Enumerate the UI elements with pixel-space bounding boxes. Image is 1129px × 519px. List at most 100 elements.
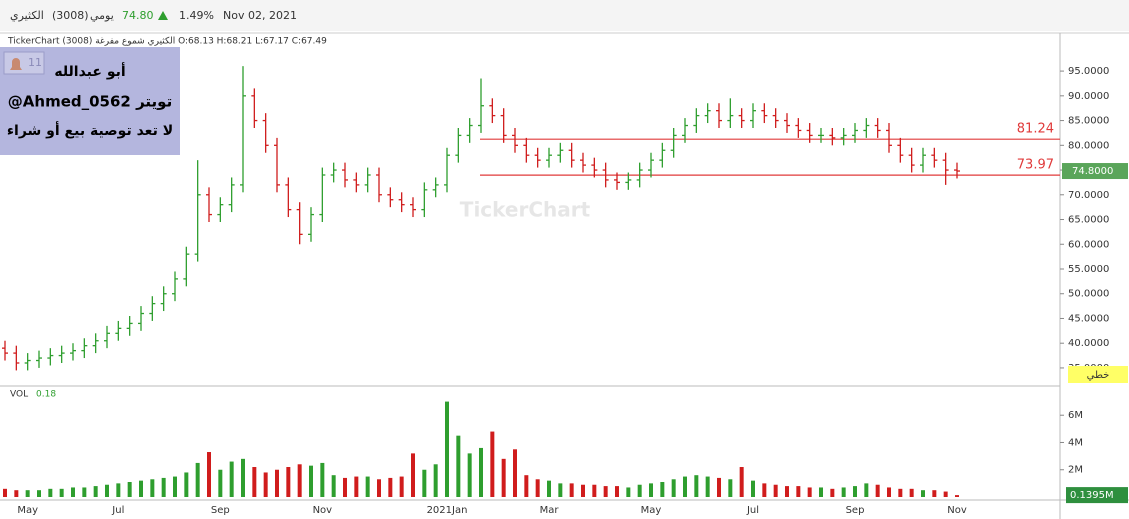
watermark: TickerChart xyxy=(460,198,591,222)
y-tick-label: 45.0000 xyxy=(1068,313,1109,324)
style-box xyxy=(1068,366,1128,383)
volume-tick-label: 4M xyxy=(1068,437,1083,448)
volume-bar xyxy=(513,449,517,497)
x-tick-label: Nov xyxy=(313,505,333,516)
volume-bar xyxy=(433,464,438,497)
volume-bar xyxy=(875,484,880,497)
volume-bar xyxy=(105,484,109,497)
volume-title: VOL xyxy=(10,390,28,400)
volume-bar xyxy=(275,469,279,497)
volume-bar xyxy=(581,484,585,497)
x-tick-label: May xyxy=(17,505,38,516)
volume-bar xyxy=(705,476,710,497)
volume-bar xyxy=(218,469,223,497)
volume-bar xyxy=(898,488,903,497)
volume-bar xyxy=(388,477,393,497)
volume-bar xyxy=(354,476,359,497)
volume-bar xyxy=(241,458,245,497)
volume-bar xyxy=(445,401,449,497)
volume-bar xyxy=(524,475,529,497)
volume-bar xyxy=(501,458,506,497)
volume-bar xyxy=(161,477,166,497)
volume-bar xyxy=(751,480,755,497)
volume-bar xyxy=(263,472,268,497)
annotation-line: @Ahmed_0562 تويتر xyxy=(8,93,172,111)
volume-bar xyxy=(229,461,234,497)
price: 74.80 xyxy=(122,9,154,22)
volume-bar xyxy=(603,486,608,497)
volume-bar xyxy=(909,488,914,497)
period: يومي xyxy=(90,9,114,22)
volume-bar xyxy=(921,490,925,497)
x-tick-label: Sep xyxy=(846,505,865,516)
y-tick-label: 60.0000 xyxy=(1068,239,1109,250)
x-tick-label: Jul xyxy=(746,505,759,516)
volume-bar xyxy=(139,480,143,497)
volume-bar xyxy=(887,487,891,497)
info-line: TickerChart الكثيري شموع مفرغة (3008) O:… xyxy=(7,37,327,47)
volume-bar xyxy=(82,487,87,497)
volume-bar xyxy=(819,487,823,497)
change: 1.49% xyxy=(179,9,214,22)
y-tick-label: 50.0000 xyxy=(1068,289,1109,300)
volume-bar xyxy=(785,486,789,497)
last-price-box xyxy=(1062,163,1128,180)
volume-bar xyxy=(694,475,699,497)
volume-bar xyxy=(637,484,642,497)
volume-bar xyxy=(796,486,801,497)
volume-bar xyxy=(411,453,415,497)
volume-bar xyxy=(150,479,155,497)
volume-bar xyxy=(830,488,835,497)
header-bar xyxy=(0,0,1129,31)
volume-bar xyxy=(660,482,665,497)
volume-tick-label: 2M xyxy=(1068,465,1083,476)
volume-bar xyxy=(456,435,461,497)
volume-bar xyxy=(773,484,778,497)
volume-bar xyxy=(309,465,313,497)
volume-bar xyxy=(853,486,857,497)
y-tick-label: 90.0000 xyxy=(1068,91,1109,102)
x-tick-label: Mar xyxy=(540,505,560,516)
y-tick-label: 70.0000 xyxy=(1068,190,1109,201)
x-tick-label: May xyxy=(641,505,662,516)
horizontal-line-label: 81.24 xyxy=(1017,122,1054,137)
volume-bar xyxy=(569,483,574,497)
volume-bar xyxy=(479,447,483,497)
x-tick-label: Nov xyxy=(947,505,967,516)
symbol: الكثيري xyxy=(10,9,44,22)
volume-bar xyxy=(252,467,257,497)
up-arrow xyxy=(158,11,168,20)
volume-bar xyxy=(864,483,869,497)
y-tick-label: 85.0000 xyxy=(1068,116,1109,127)
volume-indicator: 0.18 xyxy=(36,390,56,400)
volume-bar xyxy=(683,476,687,497)
date: Nov 02, 2021 xyxy=(223,9,297,22)
volume-bar xyxy=(422,469,427,497)
plot: 35.000040.000045.000050.000055.000060.00… xyxy=(2,66,1128,516)
volume-bar xyxy=(399,476,404,497)
volume-bar xyxy=(365,476,370,497)
badge-count: 11 xyxy=(28,56,42,69)
volume-bar xyxy=(932,490,937,497)
volume-bar xyxy=(331,475,336,497)
volume-bar xyxy=(592,484,597,497)
volume-bar xyxy=(717,477,721,497)
volume-bar xyxy=(615,486,619,497)
volume-bar xyxy=(71,487,75,497)
chart-style: خطي xyxy=(1087,370,1110,381)
volume-bar xyxy=(955,495,959,497)
bell-icon xyxy=(10,58,22,70)
volume-bar xyxy=(48,488,53,497)
volume-bar xyxy=(207,452,211,497)
volume-bar xyxy=(173,476,177,497)
volume-bar xyxy=(467,453,472,497)
volume-bar xyxy=(297,464,302,497)
volume-bar xyxy=(671,479,676,497)
volume-bar xyxy=(127,482,132,497)
volume-bar xyxy=(3,488,7,497)
volume-bar xyxy=(728,479,733,497)
volume-bar xyxy=(320,462,325,497)
y-tick-label: 55.0000 xyxy=(1068,264,1109,275)
volume-bar xyxy=(377,479,381,497)
last-price: 74.8000 xyxy=(1072,166,1113,177)
